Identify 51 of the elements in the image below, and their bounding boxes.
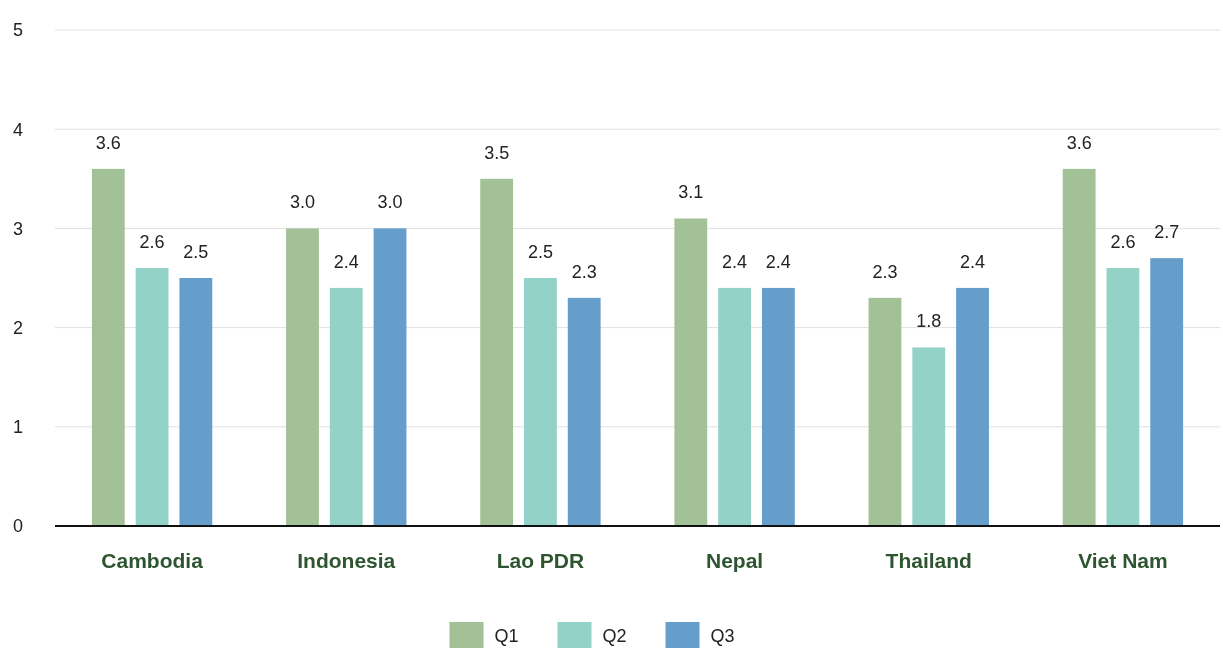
bar [524, 278, 557, 526]
bar [718, 287, 751, 526]
bar [179, 278, 213, 526]
legend-label: Q1 [494, 626, 519, 647]
legend-label: Q2 [602, 626, 627, 647]
bar [761, 287, 795, 526]
data-label: 3.1 [678, 182, 704, 203]
data-label: 2.3 [872, 261, 898, 282]
x-tick-label: Lao PDR [496, 549, 585, 572]
bar [286, 228, 319, 526]
x-tick-label: Nepal [705, 549, 764, 572]
bar [329, 287, 363, 526]
bar [912, 347, 946, 526]
y-tick-label: 4 [12, 119, 24, 140]
data-label: 2.4 [333, 251, 359, 272]
bar [135, 268, 169, 526]
data-label: 2.4 [722, 251, 748, 272]
bar [1062, 168, 1096, 526]
data-label: 3.6 [95, 132, 121, 153]
data-label: 1.8 [916, 311, 942, 332]
y-tick-label: 1 [12, 417, 24, 438]
data-label: 2.6 [139, 232, 165, 253]
y-tick-label: 3 [12, 218, 24, 239]
data-label: 2.5 [183, 242, 209, 262]
bar [373, 228, 407, 526]
data-label: 2.4 [765, 251, 791, 272]
bar [1150, 258, 1184, 526]
data-label: 3.5 [484, 142, 510, 163]
bar [567, 297, 601, 526]
x-tick-label: Cambodia [101, 549, 204, 572]
data-label: 2.7 [1154, 222, 1180, 243]
bar [1106, 268, 1140, 526]
x-tick-label: Indonesia [297, 549, 396, 572]
data-label: 3.0 [289, 192, 315, 213]
bar [674, 218, 708, 526]
data-label: 3.0 [377, 192, 403, 213]
y-tick-label: 0 [12, 516, 24, 537]
x-tick-label: Viet Nam [1078, 549, 1168, 572]
y-tick-label: 2 [12, 317, 24, 338]
data-label: 3.6 [1066, 132, 1092, 153]
x-tick-label: Thailand [885, 549, 972, 572]
legend-label: Q3 [710, 626, 735, 647]
data-label: 2.3 [571, 261, 597, 282]
bar [480, 178, 514, 526]
data-label: 2.6 [1110, 232, 1136, 253]
bar [91, 168, 125, 526]
bar [868, 297, 902, 526]
data-label: 2.4 [960, 251, 986, 272]
data-label: 2.5 [527, 242, 553, 262]
y-tick-label: 5 [12, 20, 24, 41]
bar [956, 287, 989, 526]
